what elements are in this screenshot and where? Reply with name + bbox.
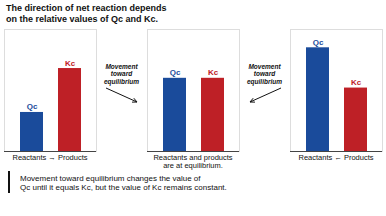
html-text:The direction of net reaction: The direction of net reaction depends on…: [6, 3, 167, 24]
svg-text:Qc: Qc: [170, 68, 181, 77]
svg-text:Qc: Qc: [313, 37, 324, 46]
svg-text:Kc: Kc: [65, 58, 76, 67]
html-text:Reactants ← Products: Reactants ← Products: [298, 152, 374, 162]
html-text:Movement toward equilibrium ch: Movement toward equilibrium changes the …: [20, 173, 227, 193]
html-text:Reactants → Products: Reactants → Products: [12, 152, 88, 162]
html-text:Movement toward equilibrium: Movement toward equilibrium: [104, 62, 139, 85]
svg-text:Kc: Kc: [208, 68, 219, 77]
html-text:Reactants and products are at: Reactants and products are at equilibriu…: [153, 152, 233, 171]
svg-text:Kc: Kc: [351, 78, 362, 87]
svg-text:Qc: Qc: [27, 102, 38, 111]
html-text:Movement toward equilibrium: Movement toward equilibrium: [247, 62, 282, 85]
